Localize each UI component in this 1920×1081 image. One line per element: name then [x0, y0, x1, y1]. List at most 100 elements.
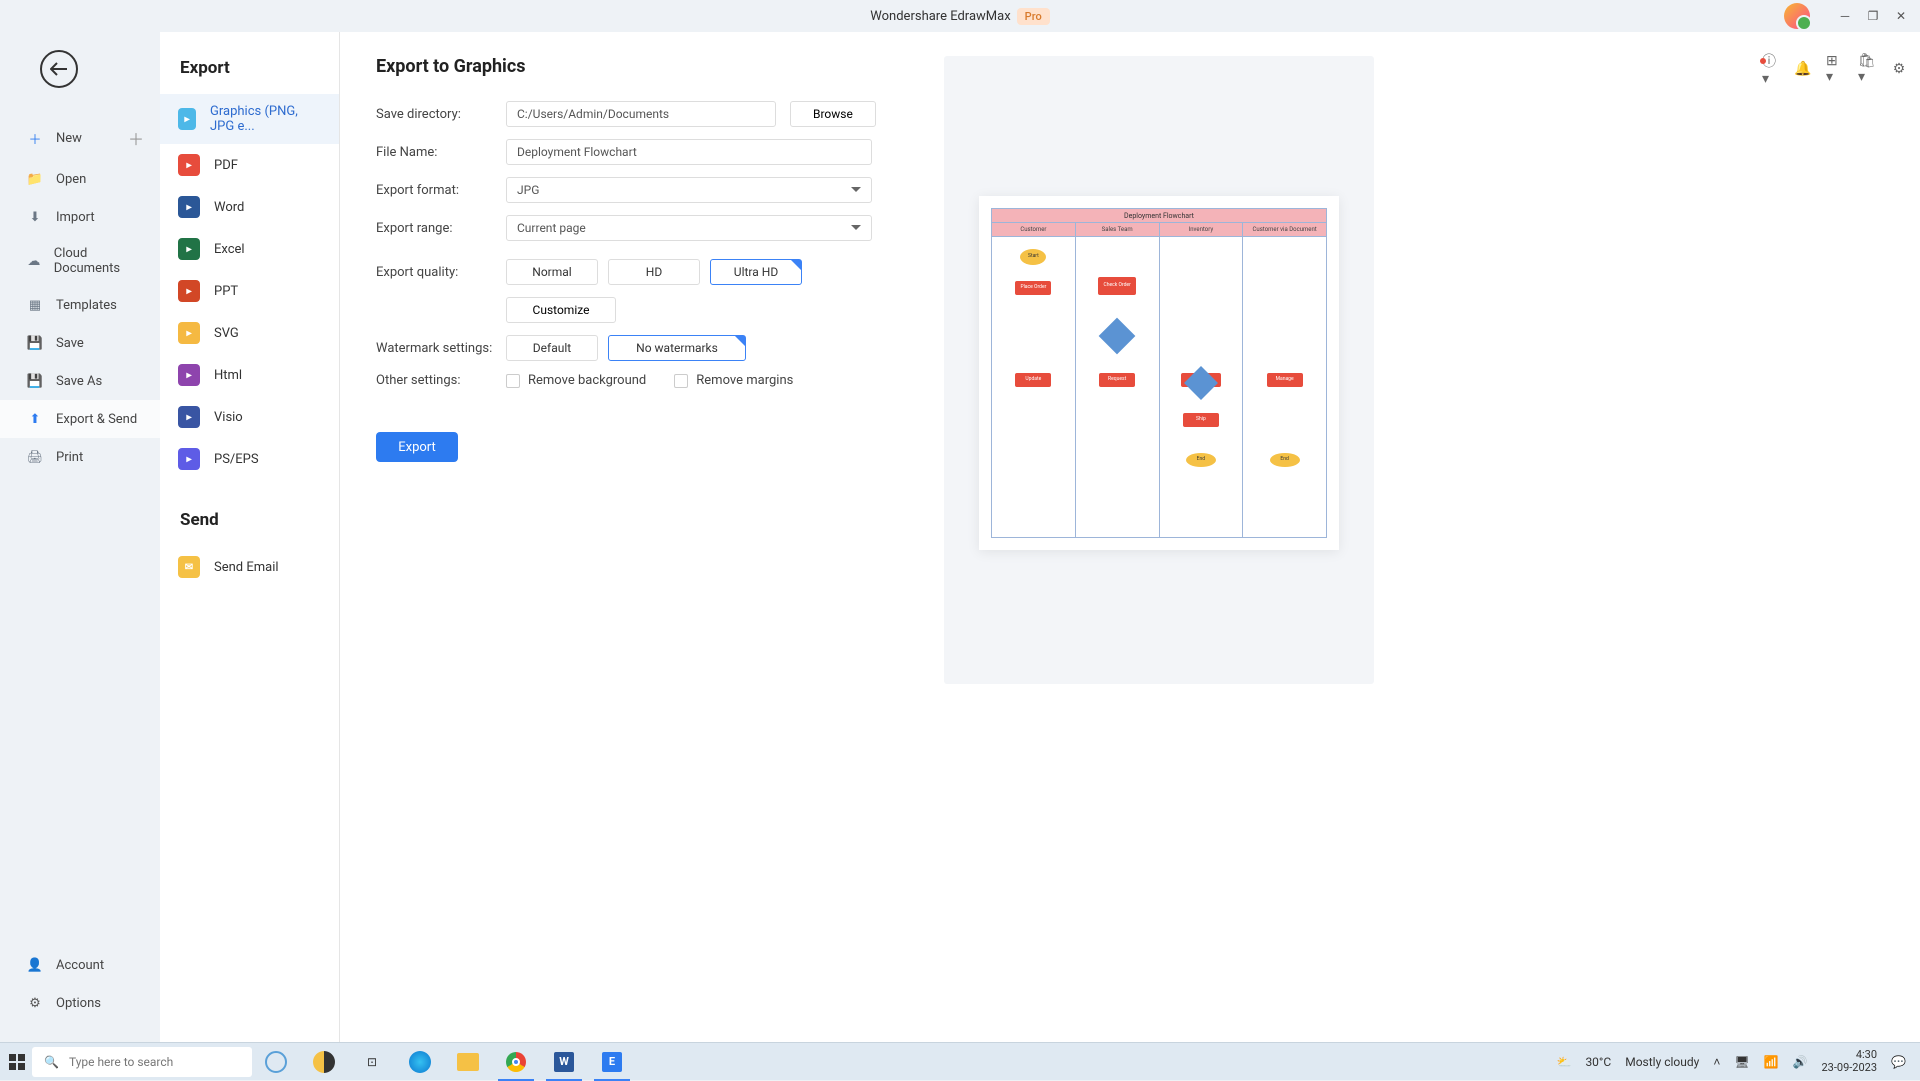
export-type-graphics-png-jpg-e-[interactable]: ▸Graphics (PNG, JPG e... — [160, 94, 339, 144]
nav-new[interactable]: ＋New＋ — [0, 116, 160, 160]
bell-icon[interactable]: 🔔 — [1794, 60, 1812, 78]
taskbar-clock[interactable]: 4:30 23-09-2023 — [1822, 1049, 1878, 1073]
weather-desc: Mostly cloudy — [1625, 1055, 1699, 1069]
grid-icon[interactable]: ⊞ ▾ — [1826, 60, 1844, 78]
format-label: Export format: — [376, 183, 506, 198]
file-type-icon: ▸ — [178, 108, 196, 130]
half-circle-icon[interactable] — [300, 1043, 348, 1081]
watermark-default[interactable]: Default — [506, 335, 598, 361]
export-type-excel[interactable]: ▸Excel — [160, 228, 339, 270]
app-title: Wondershare EdrawMax — [870, 9, 1010, 24]
cart-icon[interactable]: 🛍 ▾ — [1858, 60, 1876, 78]
search-placeholder: Type here to search — [69, 1055, 173, 1069]
weather-icon[interactable]: ⛅ — [1556, 1055, 1571, 1069]
watermark-no-watermarks[interactable]: No watermarks — [608, 335, 746, 361]
export-type-html[interactable]: ▸Html — [160, 354, 339, 396]
browse-button[interactable]: Browse — [790, 101, 876, 127]
export-type-word[interactable]: ▸Word — [160, 186, 339, 228]
nav-save-as[interactable]: 💾Save As — [0, 362, 160, 400]
flowchart-node: Place Order — [1015, 281, 1051, 295]
flowchart-node: End — [1270, 453, 1300, 467]
export-type-visio[interactable]: ▸Visio — [160, 396, 339, 438]
nav-icon: 📁 — [26, 170, 44, 188]
nav-print[interactable]: 🖨Print — [0, 438, 160, 476]
customize-button[interactable]: Customize — [506, 297, 616, 323]
nav-import[interactable]: ⬇Import — [0, 198, 160, 236]
file-type-icon: ▸ — [178, 238, 200, 260]
nav-icon: ▦ — [26, 296, 44, 314]
file-type-icon: ▸ — [178, 406, 200, 428]
export-type-pdf[interactable]: ▸PDF — [160, 144, 339, 186]
other-label: Other settings: — [376, 373, 506, 388]
nav-export-send[interactable]: ⬆Export & Send — [0, 400, 160, 438]
nav-templates[interactable]: ▦Templates — [0, 286, 160, 324]
taskbar-search[interactable]: 🔍 Type here to search — [32, 1047, 252, 1077]
flowchart-node: Check Order — [1098, 277, 1136, 295]
flowchart-lane: Sales TeamCheck OrderRequest — [1076, 223, 1160, 537]
plus-icon[interactable]: ＋ — [128, 126, 144, 150]
export-button[interactable]: Export — [376, 432, 458, 462]
minimize-button[interactable]: ─ — [1834, 5, 1856, 27]
weather-temp: 30°C — [1585, 1055, 1611, 1069]
word-icon[interactable]: W — [540, 1043, 588, 1081]
format-select[interactable]: JPG — [506, 177, 872, 203]
nav-account[interactable]: 👤Account — [0, 946, 160, 984]
task-view-icon[interactable]: ⊡ — [348, 1043, 396, 1081]
nav-icon: 🖨 — [26, 448, 44, 466]
help-icon[interactable]: ⓘ ▾ — [1762, 60, 1780, 78]
export-type-ppt[interactable]: ▸PPT — [160, 270, 339, 312]
nav-open[interactable]: 📁Open — [0, 160, 160, 198]
nav-cloud-documents[interactable]: ☁Cloud Documents — [0, 236, 160, 286]
flowchart-node — [1099, 318, 1136, 355]
maximize-button[interactable]: ❐ — [1862, 5, 1884, 27]
tray-notifications-icon[interactable]: 💬 — [1891, 1055, 1906, 1069]
content-heading: Export to Graphics — [376, 56, 896, 77]
file-type-icon: ▸ — [178, 364, 200, 386]
checkbox-remove-margins[interactable]: Remove margins — [674, 373, 793, 388]
export-heading: Export — [160, 46, 339, 94]
nav-save[interactable]: 💾Save — [0, 324, 160, 362]
save-dir-input[interactable] — [506, 101, 776, 127]
start-button[interactable] — [6, 1051, 28, 1073]
flowchart-node: Update — [1015, 373, 1051, 387]
explorer-icon[interactable] — [444, 1043, 492, 1081]
checkbox-remove-background[interactable]: Remove background — [506, 373, 646, 388]
content-panel: Export to Graphics Save directory: Brows… — [340, 32, 1920, 1042]
file-name-input[interactable] — [506, 139, 872, 165]
quality-normal[interactable]: Normal — [506, 259, 598, 285]
chrome-icon[interactable] — [492, 1043, 540, 1081]
watermark-label: Watermark settings: — [376, 341, 506, 356]
back-button[interactable] — [40, 50, 78, 88]
preview-frame: Deployment Flowchart CustomerStartPlace … — [944, 56, 1374, 684]
flowchart-lane: Customer via DocumentManageEnd — [1243, 223, 1326, 537]
range-select[interactable]: Current page — [506, 215, 872, 241]
nav-icon: ⬆ — [26, 410, 44, 428]
tray-wifi-icon[interactable]: 📶 — [1764, 1055, 1779, 1069]
flowchart-node: Ship — [1183, 413, 1219, 427]
nav-options[interactable]: ⚙Options — [0, 984, 160, 1022]
tray-battery-icon[interactable]: 🖥 — [1734, 1055, 1749, 1069]
file-type-icon: ▸ — [178, 280, 200, 302]
quality-hd[interactable]: HD — [608, 259, 700, 285]
taskbar: 🔍 Type here to search ⊡ W E ⛅ 30°C Mostl… — [0, 1042, 1920, 1080]
tray-volume-icon[interactable]: 🔊 — [1793, 1055, 1808, 1069]
pro-badge: Pro — [1017, 8, 1050, 25]
export-type-svg[interactable]: ▸SVG — [160, 312, 339, 354]
cortana-icon[interactable] — [252, 1043, 300, 1081]
nav-icon: 👤 — [26, 956, 44, 974]
close-button[interactable]: ✕ — [1890, 5, 1912, 27]
file-type-icon: ▸ — [178, 448, 200, 470]
edge-icon[interactable] — [396, 1043, 444, 1081]
settings-icon[interactable]: ⚙ — [1890, 60, 1908, 78]
export-type-ps-eps[interactable]: ▸PS/EPS — [160, 438, 339, 480]
flowchart-node: Manage — [1267, 373, 1303, 387]
file-type-icon: ▸ — [178, 154, 200, 176]
send-email[interactable]: ✉Send Email — [160, 546, 339, 588]
mail-icon: ✉ — [178, 556, 200, 578]
user-avatar[interactable] — [1784, 3, 1810, 29]
edrawmax-icon[interactable]: E — [588, 1043, 636, 1081]
flowchart-node: End — [1186, 453, 1216, 467]
tray-chevron-icon[interactable]: ˄ — [1713, 1055, 1720, 1069]
titlebar: Wondershare EdrawMax Pro ─ ❐ ✕ — [0, 0, 1920, 32]
quality-ultra-hd[interactable]: Ultra HD — [710, 259, 802, 285]
